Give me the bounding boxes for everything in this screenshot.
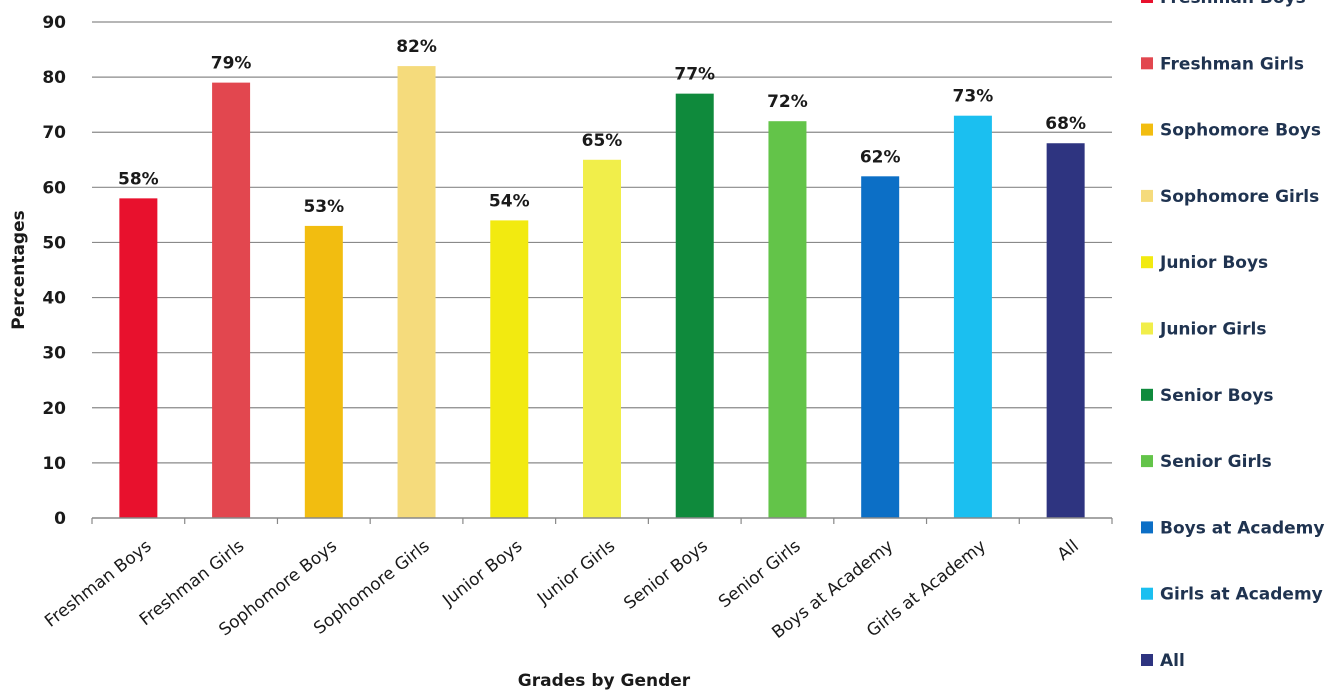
legend-swatch [1141,654,1153,666]
legend-swatch [1141,256,1153,269]
bar [583,159,621,518]
bar [119,198,158,518]
legend-swatch [1141,123,1153,136]
bar [397,66,436,518]
legend: Freshman Boys Freshman Girls Sophomore Boy… [1141,0,1324,671]
legend-swatch [1141,455,1153,468]
legend-label: Sophomore Girls [1160,187,1319,207]
y-tick-label: 20 [42,399,66,419]
legend-label: Freshman Girls [1160,54,1304,74]
y-tick-label: 70 [42,123,66,143]
legend-swatch [1141,322,1153,335]
legend-swatch [1141,57,1153,70]
legend-label: Girls at Academy [1160,585,1323,605]
x-axis-ticks [91,518,1113,524]
data-label: 73% [953,87,994,107]
bar [304,225,343,518]
data-label: 77% [674,65,715,85]
y-tick-label: 80 [42,68,66,88]
bar [953,115,992,518]
legend-label: Freshman Boys [1160,0,1306,8]
x-category-label: Senior Boys [620,536,712,614]
y-tick-label: 30 [42,344,66,364]
data-label: 58% [118,169,159,189]
legend-swatch [1141,587,1153,600]
x-category-label: Senior Girls [715,536,805,612]
data-label: 53% [303,197,344,217]
bar [675,93,714,519]
legend-label: Senior Girls [1160,452,1272,472]
data-label: 72% [767,92,808,112]
x-category-label: All [1054,536,1083,565]
data-label: 82% [396,37,437,57]
x-axis-title: Grades by Gender [518,671,691,691]
bar [768,121,807,518]
data-labels: 58% 79% 53% 82% 54% 65% 77% 72% 62% 73% 68% [118,37,1086,217]
legend-label: Junior Girls [1159,320,1266,340]
legend-label: Junior Boys [1159,253,1268,273]
bar [490,220,529,518]
legend-swatch [1141,388,1153,401]
data-label: 79% [211,54,252,74]
y-tick-label: 10 [42,454,66,474]
bar [861,176,900,519]
data-label: 65% [582,131,623,151]
legend-swatch [1141,521,1153,534]
bar [1046,143,1085,518]
y-tick-label: 0 [54,509,66,529]
legend-label: All [1160,651,1185,671]
y-axis-ticks: 0 10 20 30 40 50 60 70 80 90 [42,13,66,529]
y-tick-label: 50 [42,233,66,253]
y-tick-label: 60 [42,178,66,198]
legend-label: Sophomore Boys [1160,121,1321,141]
x-category-label: Junior Girls [533,536,619,609]
bar [212,82,251,518]
y-axis-title: Percentages [9,210,29,330]
y-tick-label: 40 [42,289,66,309]
legend-label: Senior Boys [1160,386,1274,406]
bars [119,66,1085,519]
legend-swatch [1141,189,1153,202]
legend-label: Boys at Academy [1160,518,1324,538]
legend-swatch [1141,0,1153,3]
data-label: 68% [1045,114,1086,134]
data-label: 62% [860,147,901,167]
y-tick-label: 90 [42,13,66,33]
data-label: 54% [489,191,530,211]
x-category-label: Junior Boys [438,536,526,611]
